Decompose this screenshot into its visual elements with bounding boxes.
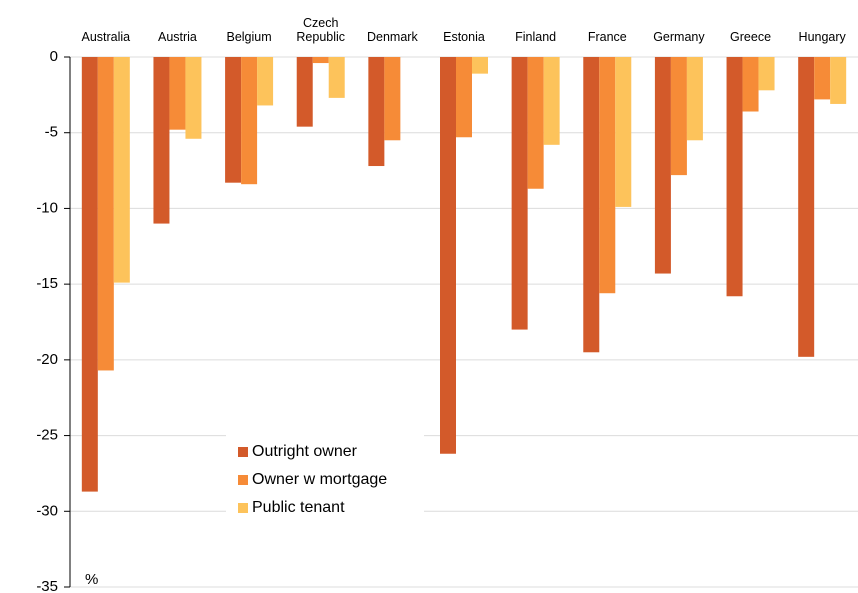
bar xyxy=(798,57,815,357)
x-tick-label: Estonia xyxy=(443,30,485,44)
x-tick-label: Hungary xyxy=(798,30,846,44)
annotation: % xyxy=(85,571,98,588)
bar xyxy=(527,57,544,189)
y-tick-label: -35 xyxy=(36,578,58,593)
bar xyxy=(758,57,775,91)
legend-background xyxy=(226,432,424,524)
legend-swatch xyxy=(238,475,248,485)
bar xyxy=(583,57,600,353)
bar xyxy=(511,57,528,330)
bar xyxy=(368,57,385,167)
bar xyxy=(440,57,456,454)
x-tick-label: Czech Republic xyxy=(296,16,346,44)
x-tick-label: Finland xyxy=(515,30,557,44)
y-tick-label: -30 xyxy=(36,502,58,519)
x-tick-label: Denmark xyxy=(366,30,418,44)
legend-swatch xyxy=(238,503,248,513)
bar xyxy=(654,57,671,274)
x-tick-label: Germany xyxy=(653,30,705,44)
bar xyxy=(185,57,202,139)
bar xyxy=(543,57,560,145)
bar xyxy=(599,57,616,294)
bar xyxy=(113,57,130,283)
legend-label: Owner w mortgage xyxy=(252,471,387,488)
bar xyxy=(670,57,687,176)
bar xyxy=(169,57,186,130)
x-tick-label: Greece xyxy=(730,30,772,44)
bar xyxy=(830,57,847,104)
bar xyxy=(225,57,242,183)
legend-label: Outright owner xyxy=(252,443,358,460)
bar xyxy=(153,57,170,224)
bar xyxy=(742,57,759,112)
bar xyxy=(456,57,472,138)
bar xyxy=(241,57,258,185)
bar xyxy=(296,57,313,127)
legend-swatch xyxy=(238,447,248,457)
y-tick-label: 0 xyxy=(50,48,58,65)
bar xyxy=(615,57,632,207)
y-tick-label: -25 xyxy=(36,427,58,444)
bar xyxy=(472,57,488,74)
bar xyxy=(686,57,703,141)
bar xyxy=(814,57,831,100)
x-tick-label: Belgium xyxy=(226,30,272,44)
y-tick-label: -15 xyxy=(36,275,58,292)
bar xyxy=(726,57,743,297)
y-tick-label: -20 xyxy=(36,351,58,368)
legend-label: Public tenant xyxy=(252,499,345,516)
bar xyxy=(81,57,98,492)
x-tick-label: Austria xyxy=(157,30,197,44)
bar xyxy=(97,57,114,371)
bar xyxy=(328,57,345,98)
x-tick-label: Australia xyxy=(81,30,131,44)
bar xyxy=(257,57,274,106)
y-tick-label: -10 xyxy=(36,199,58,216)
bar xyxy=(384,57,401,141)
bar xyxy=(312,57,329,64)
y-tick-label: -5 xyxy=(45,124,58,141)
x-tick-label: France xyxy=(587,30,627,44)
